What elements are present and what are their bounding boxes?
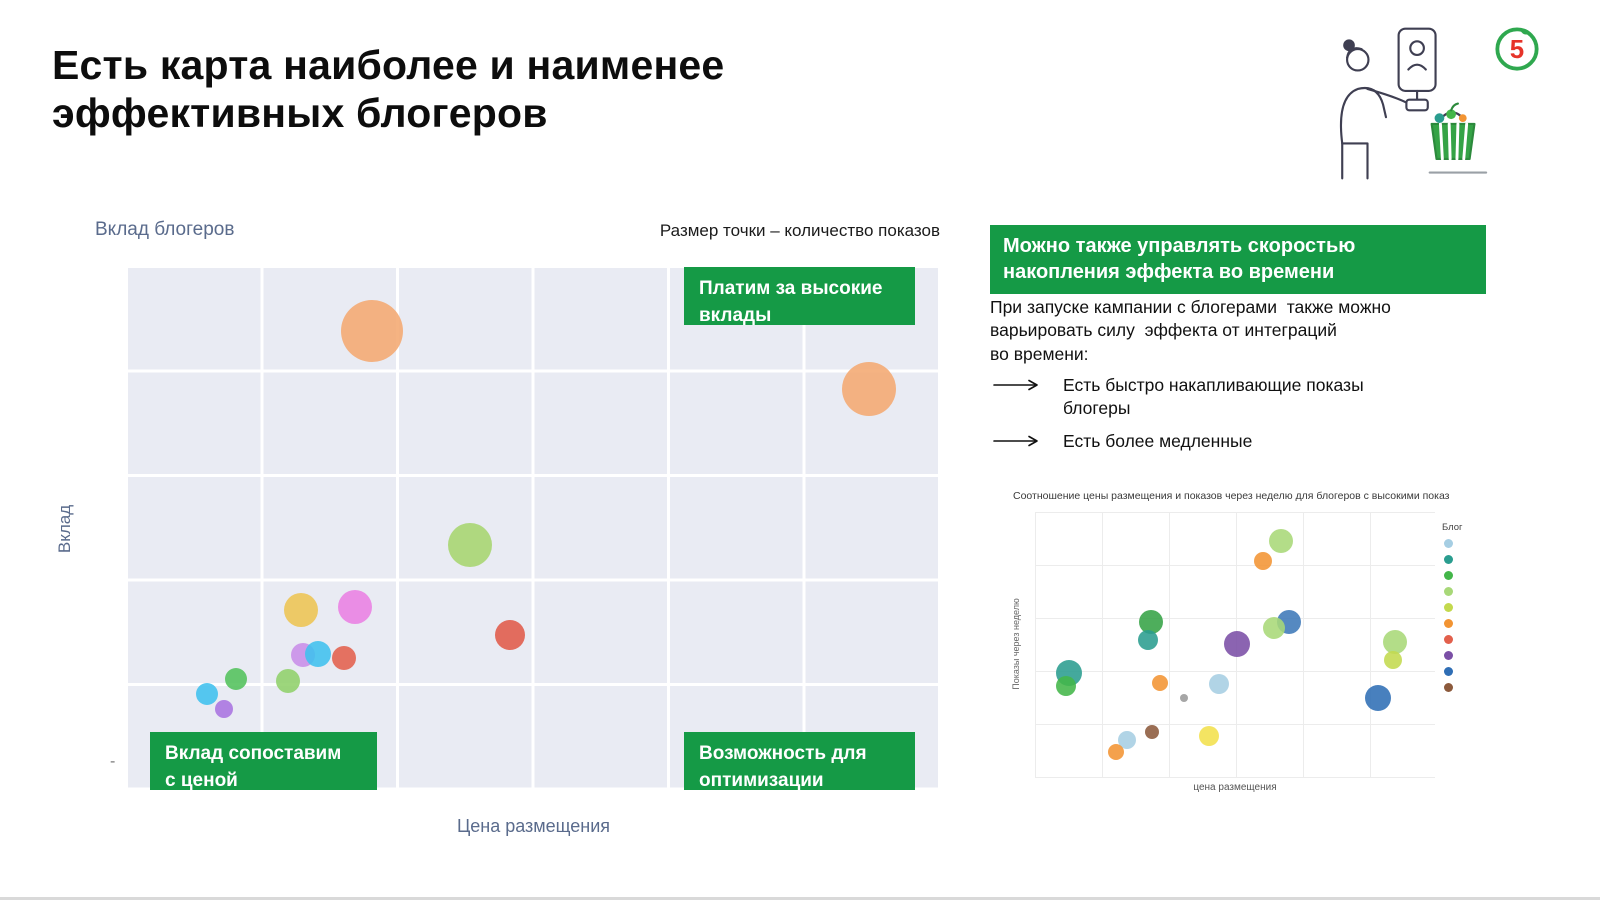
legend-dot [1444, 571, 1453, 580]
legend-title: Блог [1442, 522, 1463, 533]
chart-bubble [1180, 694, 1189, 703]
chart-bubble [1383, 651, 1402, 670]
chart-bubble [1152, 674, 1169, 691]
bullet-slower: Есть более медленные [993, 430, 1463, 453]
chart-bubble [1224, 630, 1251, 657]
main-chart-title: Вклад блогеров [95, 219, 235, 240]
chart-bubble [1199, 725, 1220, 746]
chart-bubble [1209, 673, 1229, 694]
chart-bubble [1144, 725, 1159, 740]
brand-logo: 5 [1495, 27, 1539, 71]
legend-dot [1444, 635, 1453, 644]
logo-ring [1495, 27, 1539, 71]
chart-bubble [340, 300, 403, 363]
mini-chart: Соотношение цены размещения и показов че… [1005, 486, 1490, 801]
mini-y-axis-label: Показы через неделю [1011, 598, 1021, 690]
chart-bubble [1254, 552, 1272, 571]
arrow-right-icon [993, 379, 1038, 391]
side-panel-header: Можно также управлять скоростью накоплен… [990, 225, 1486, 294]
legend-dot [1444, 539, 1453, 548]
chart-bubble [1118, 730, 1137, 749]
arrow-right-icon [993, 435, 1038, 447]
chart-bubble [332, 645, 357, 670]
legend-dot [1444, 683, 1453, 692]
checkout-illustration [1339, 27, 1488, 180]
chart-bubble [1137, 629, 1158, 650]
annotation-high-contribution: Платим за высокие вклады [684, 267, 915, 326]
main-x-axis-label: Цена размещения [456, 816, 611, 836]
chart-bubble [1263, 616, 1286, 639]
chart-bubble [842, 362, 897, 417]
annotation-contribution-matches-price: Вклад сопоставим с ценой [150, 732, 377, 791]
chart-bubble [448, 523, 493, 568]
logo-digit: 5 [1510, 36, 1524, 64]
mini-plot [1035, 512, 1435, 778]
legend-dot [1444, 667, 1453, 676]
chart-bubble [1107, 743, 1124, 760]
mini-x-axis-label: цена размещения [1193, 782, 1277, 793]
chart-bubble [283, 592, 318, 627]
chart-bubble [1382, 629, 1407, 654]
main-y-axis-tick: - [110, 753, 116, 770]
side-panel-paragraph: При запуске кампании с блогерами также м… [990, 297, 1391, 364]
legend-dot [1444, 587, 1453, 596]
legend-dot [1444, 651, 1453, 660]
chart-bubble [1268, 529, 1293, 554]
chart-bubble [305, 641, 332, 668]
logo-leaf-icon [1520, 29, 1531, 35]
bullet-text: Есть быстро накапливающие показы блогеры [1063, 375, 1364, 418]
bullet-fast-accumulating: Есть быстро накапливающие показы блогеры [993, 374, 1463, 420]
bullet-text: Есть более медленные [1063, 431, 1253, 451]
chart-bubble [337, 589, 372, 624]
mini-chart-legend: Блог [1442, 522, 1487, 699]
chart-bubble [494, 620, 525, 650]
legend-dot [1444, 555, 1453, 564]
main-y-axis-label: Вклад [55, 504, 74, 554]
chart-bubble [1365, 685, 1392, 712]
legend-dots [1442, 539, 1487, 692]
page-title: Есть карта наиболее и наименее эффективн… [52, 42, 725, 136]
chart-bubble [195, 682, 218, 705]
mini-chart-title: Соотношение цены размещения и показов че… [1013, 490, 1450, 502]
legend-dot [1444, 603, 1453, 612]
annotation-optimization-opportunity: Возможность для оптимизации [684, 732, 915, 791]
chart-bubble [1055, 676, 1076, 697]
legend-dot [1444, 619, 1453, 628]
chart-bubble [224, 668, 247, 691]
bubble-size-note: Размер точки – количество показов [659, 221, 940, 240]
chart-bubble [275, 668, 300, 693]
chart-bubble [214, 700, 233, 719]
bottom-divider [0, 897, 1600, 900]
main-plot [127, 267, 940, 789]
